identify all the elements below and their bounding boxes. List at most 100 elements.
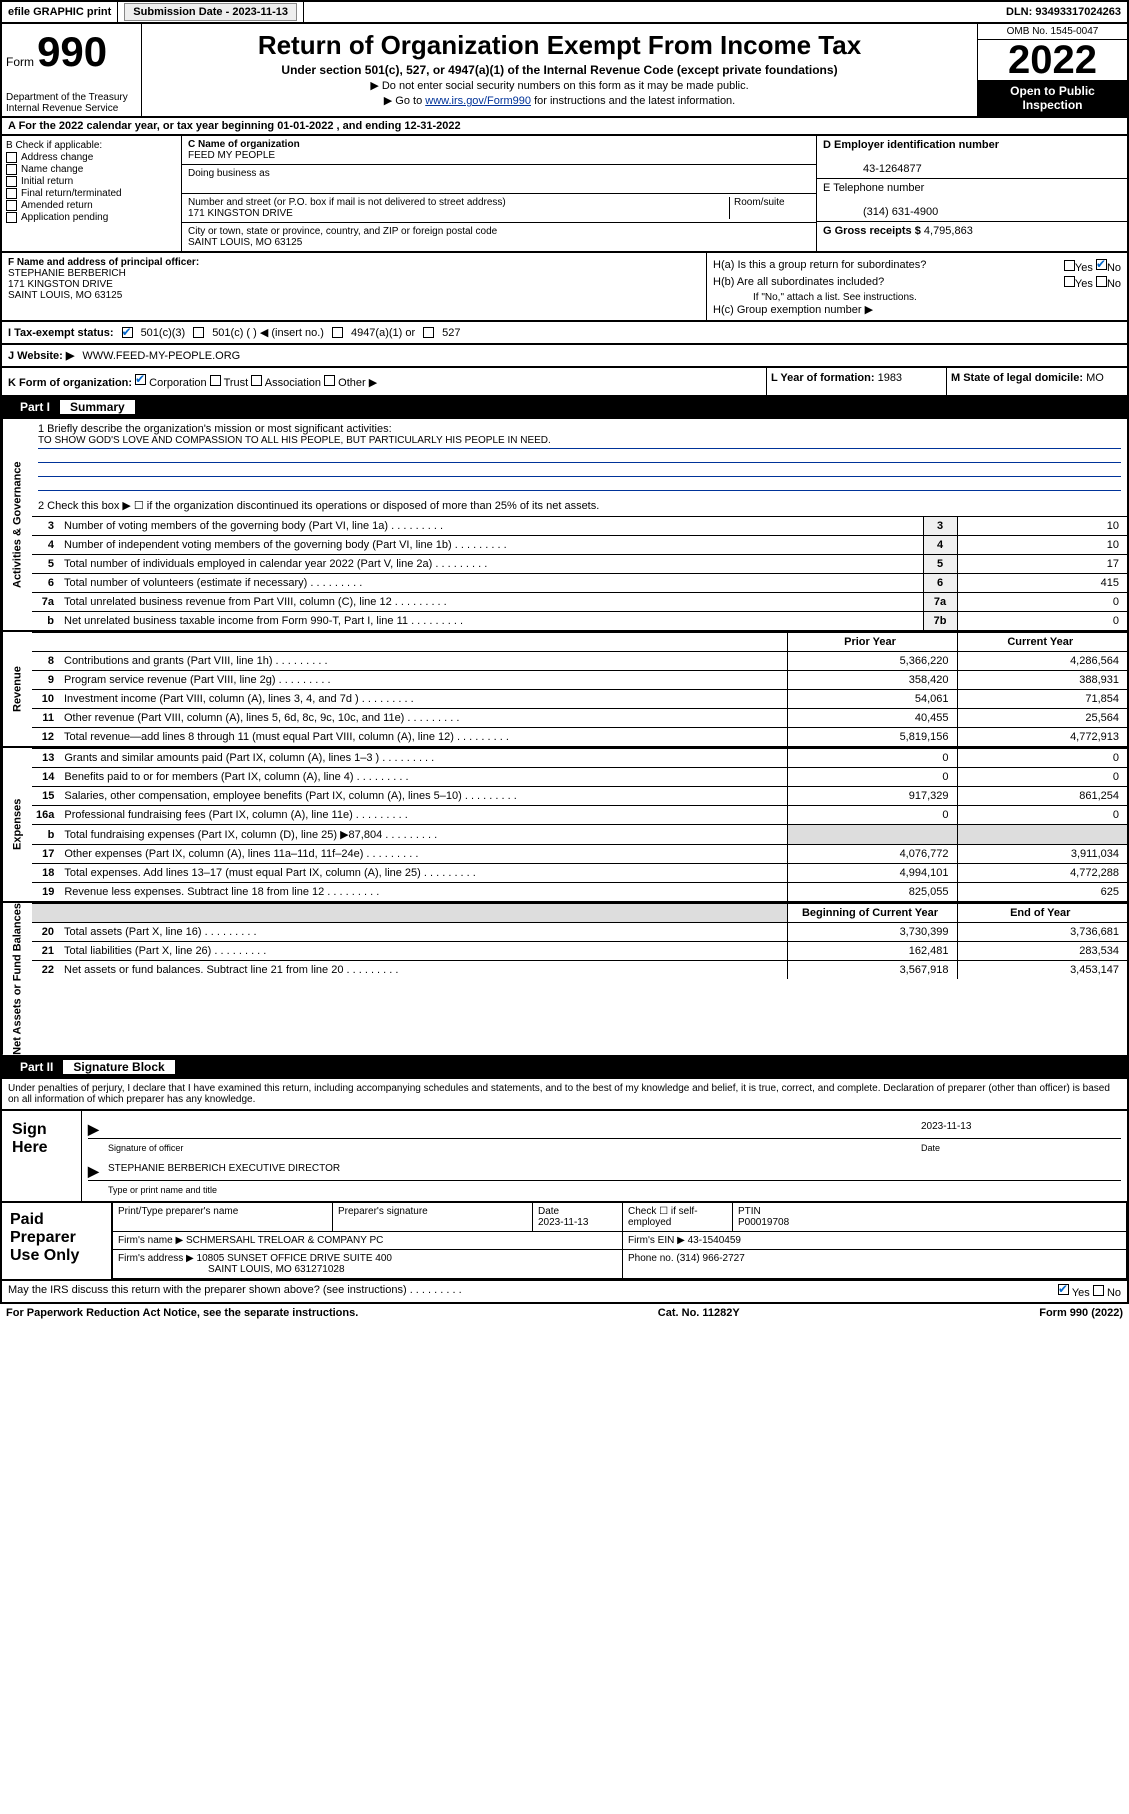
- chk-initial[interactable]: Initial return: [6, 176, 177, 187]
- footer-bottom: For Paperwork Reduction Act Notice, see …: [0, 1304, 1129, 1322]
- part1-exp: Expenses 13Grants and similar amounts pa…: [0, 748, 1129, 903]
- form-number: 990: [37, 28, 107, 75]
- f-col: F Name and address of principal officer:…: [2, 253, 707, 320]
- sig-intro: Under penalties of perjury, I declare th…: [0, 1079, 1129, 1111]
- exp-table: 13Grants and similar amounts paid (Part …: [32, 748, 1127, 901]
- tax-year: 2022: [978, 40, 1127, 80]
- line2: 2 Check this box ▶ ☐ if the organization…: [38, 499, 1121, 512]
- m-col: M State of legal domicile: MO: [947, 368, 1127, 395]
- dba-cell: Doing business as: [182, 165, 816, 194]
- mission-text: TO SHOW GOD'S LOVE AND COMPASSION TO ALL…: [38, 435, 1121, 449]
- topbar: efile GRAPHIC print Submission Date - 20…: [0, 0, 1129, 24]
- part1-na: Net Assets or Fund Balances Beginning of…: [0, 903, 1129, 1057]
- col-c: C Name of organization FEED MY PEOPLE Do…: [182, 136, 817, 251]
- submission-date: Submission Date - 2023-11-13: [118, 2, 304, 22]
- chk-4947[interactable]: [332, 327, 343, 338]
- gross-receipts: 4,795,863: [924, 225, 973, 237]
- row-a: A For the 2022 calendar year, or tax yea…: [0, 118, 1129, 136]
- efile-label: efile GRAPHIC print: [2, 2, 118, 22]
- part1-header: Part I Summary: [0, 397, 1129, 419]
- chk-corp[interactable]: [135, 374, 146, 385]
- chk-501c3[interactable]: [122, 327, 133, 338]
- vtab-rev: Revenue: [2, 632, 32, 746]
- city-cell: City or town, state or province, country…: [182, 223, 816, 251]
- na-table: Beginning of Current YearEnd of Year20To…: [32, 903, 1127, 979]
- ha-row: H(a) Is this a group return for subordin…: [713, 259, 1121, 274]
- part1-rev: Revenue Prior YearCurrent Year8Contribut…: [0, 632, 1129, 748]
- chk-assoc[interactable]: [251, 375, 262, 386]
- rev-table: Prior YearCurrent Year8Contributions and…: [32, 632, 1127, 746]
- part2-header: Part II Signature Block: [0, 1057, 1129, 1079]
- hb-no[interactable]: [1096, 276, 1107, 287]
- sign-here-block: Sign Here ▶ 2023-11-13 Signature of offi…: [0, 1111, 1129, 1203]
- city: SAINT LOUIS, MO 63125: [188, 237, 302, 248]
- irs-link[interactable]: www.irs.gov/Form990: [425, 95, 531, 107]
- preparer-table: Print/Type preparer's name Preparer's si…: [112, 1203, 1127, 1279]
- k-col: K Form of organization: Corporation Trus…: [2, 368, 767, 395]
- officer-name: STEPHANIE BERBERICH: [8, 268, 126, 279]
- chk-address[interactable]: Address change: [6, 152, 177, 163]
- row-fh: F Name and address of principal officer:…: [0, 253, 1129, 322]
- irs-yes[interactable]: [1058, 1284, 1069, 1295]
- form-header: Form 990 Department of the Treasury Inte…: [0, 24, 1129, 118]
- chk-trust[interactable]: [210, 375, 221, 386]
- form-subtitle: Under section 501(c), 527, or 4947(a)(1)…: [148, 63, 971, 77]
- sig-line-2: ▶ STEPHANIE BERBERICH EXECUTIVE DIRECTOR: [88, 1163, 1121, 1181]
- preparer-label: Paid Preparer Use Only: [2, 1203, 112, 1279]
- chk-final[interactable]: Final return/terminated: [6, 188, 177, 199]
- hb-yes[interactable]: [1064, 276, 1075, 287]
- gross-cell: G Gross receipts $ 4,795,863: [817, 222, 1127, 240]
- ein-cell: D Employer identification number 43-1264…: [817, 136, 1127, 179]
- row-i: I Tax-exempt status: 501(c)(3) 501(c) ( …: [0, 322, 1129, 345]
- sig-line-1: ▶ 2023-11-13: [88, 1121, 1121, 1139]
- irs-no[interactable]: [1093, 1285, 1104, 1296]
- website: WWW.FEED-MY-PEOPLE.ORG: [82, 350, 240, 362]
- footer-irs-q: May the IRS discuss this return with the…: [0, 1281, 1129, 1304]
- note-1: ▶ Do not enter social security numbers o…: [148, 79, 971, 92]
- phone-cell: E Telephone number (314) 631-4900: [817, 179, 1127, 222]
- hc-row: H(c) Group exemption number ▶: [713, 303, 1121, 316]
- row-j: J Website: ▶ WWW.FEED-MY-PEOPLE.ORG: [0, 345, 1129, 368]
- submission-btn[interactable]: Submission Date - 2023-11-13: [124, 3, 297, 21]
- street: 171 KINGSTON DRIVE: [188, 208, 293, 219]
- part1-gov: Activities & Governance 1 Briefly descri…: [0, 419, 1129, 632]
- hb-note: If "No," attach a list. See instructions…: [713, 292, 1121, 303]
- mission-block: 1 Briefly describe the organization's mi…: [32, 419, 1127, 516]
- section-bcdeg: B Check if applicable: Address change Na…: [0, 136, 1129, 253]
- dln: DLN: 93493317024263: [1000, 2, 1127, 22]
- note-2: ▶ Go to www.irs.gov/Form990 for instruct…: [148, 94, 971, 107]
- dept-label: Department of the Treasury Internal Reve…: [6, 92, 141, 114]
- b-label: B Check if applicable:: [6, 140, 177, 151]
- header-mid: Return of Organization Exempt From Incom…: [142, 24, 977, 116]
- header-right: OMB No. 1545-0047 2022 Open to Public In…: [977, 24, 1127, 116]
- ha-yes[interactable]: [1064, 260, 1075, 271]
- phone: (314) 631-4900: [823, 206, 938, 218]
- chk-amended[interactable]: Amended return: [6, 200, 177, 211]
- ein: 43-1264877: [823, 163, 922, 175]
- chk-pending[interactable]: Application pending: [6, 212, 177, 223]
- h-col: H(a) Is this a group return for subordin…: [707, 253, 1127, 320]
- vtab-exp: Expenses: [2, 748, 32, 901]
- vtab-na: Net Assets or Fund Balances: [2, 903, 32, 1055]
- vtab-gov: Activities & Governance: [2, 419, 32, 630]
- l-col: L Year of formation: 1983: [767, 368, 947, 395]
- ha-no[interactable]: [1096, 259, 1107, 270]
- chk-501c[interactable]: [193, 327, 204, 338]
- form-word: Form: [6, 55, 34, 69]
- street-cell: Number and street (or P.O. box if mail i…: [182, 194, 816, 223]
- header-left: Form 990 Department of the Treasury Inte…: [2, 24, 142, 116]
- form-title: Return of Organization Exempt From Incom…: [148, 30, 971, 61]
- preparer-block: Paid Preparer Use Only Print/Type prepar…: [0, 1203, 1129, 1281]
- chk-name[interactable]: Name change: [6, 164, 177, 175]
- open-inspection: Open to Public Inspection: [978, 80, 1127, 116]
- col-b: B Check if applicable: Address change Na…: [2, 136, 182, 251]
- row-klm: K Form of organization: Corporation Trus…: [0, 368, 1129, 397]
- chk-other[interactable]: [324, 375, 335, 386]
- chk-527[interactable]: [423, 327, 434, 338]
- hb-row: H(b) Are all subordinates included? Yes …: [713, 276, 1121, 290]
- sign-here-label: Sign Here: [2, 1111, 82, 1201]
- org-name-cell: C Name of organization FEED MY PEOPLE: [182, 136, 816, 165]
- gov-table: 3Number of voting members of the governi…: [32, 516, 1127, 630]
- org-name: FEED MY PEOPLE: [188, 150, 275, 161]
- col-de: D Employer identification number 43-1264…: [817, 136, 1127, 251]
